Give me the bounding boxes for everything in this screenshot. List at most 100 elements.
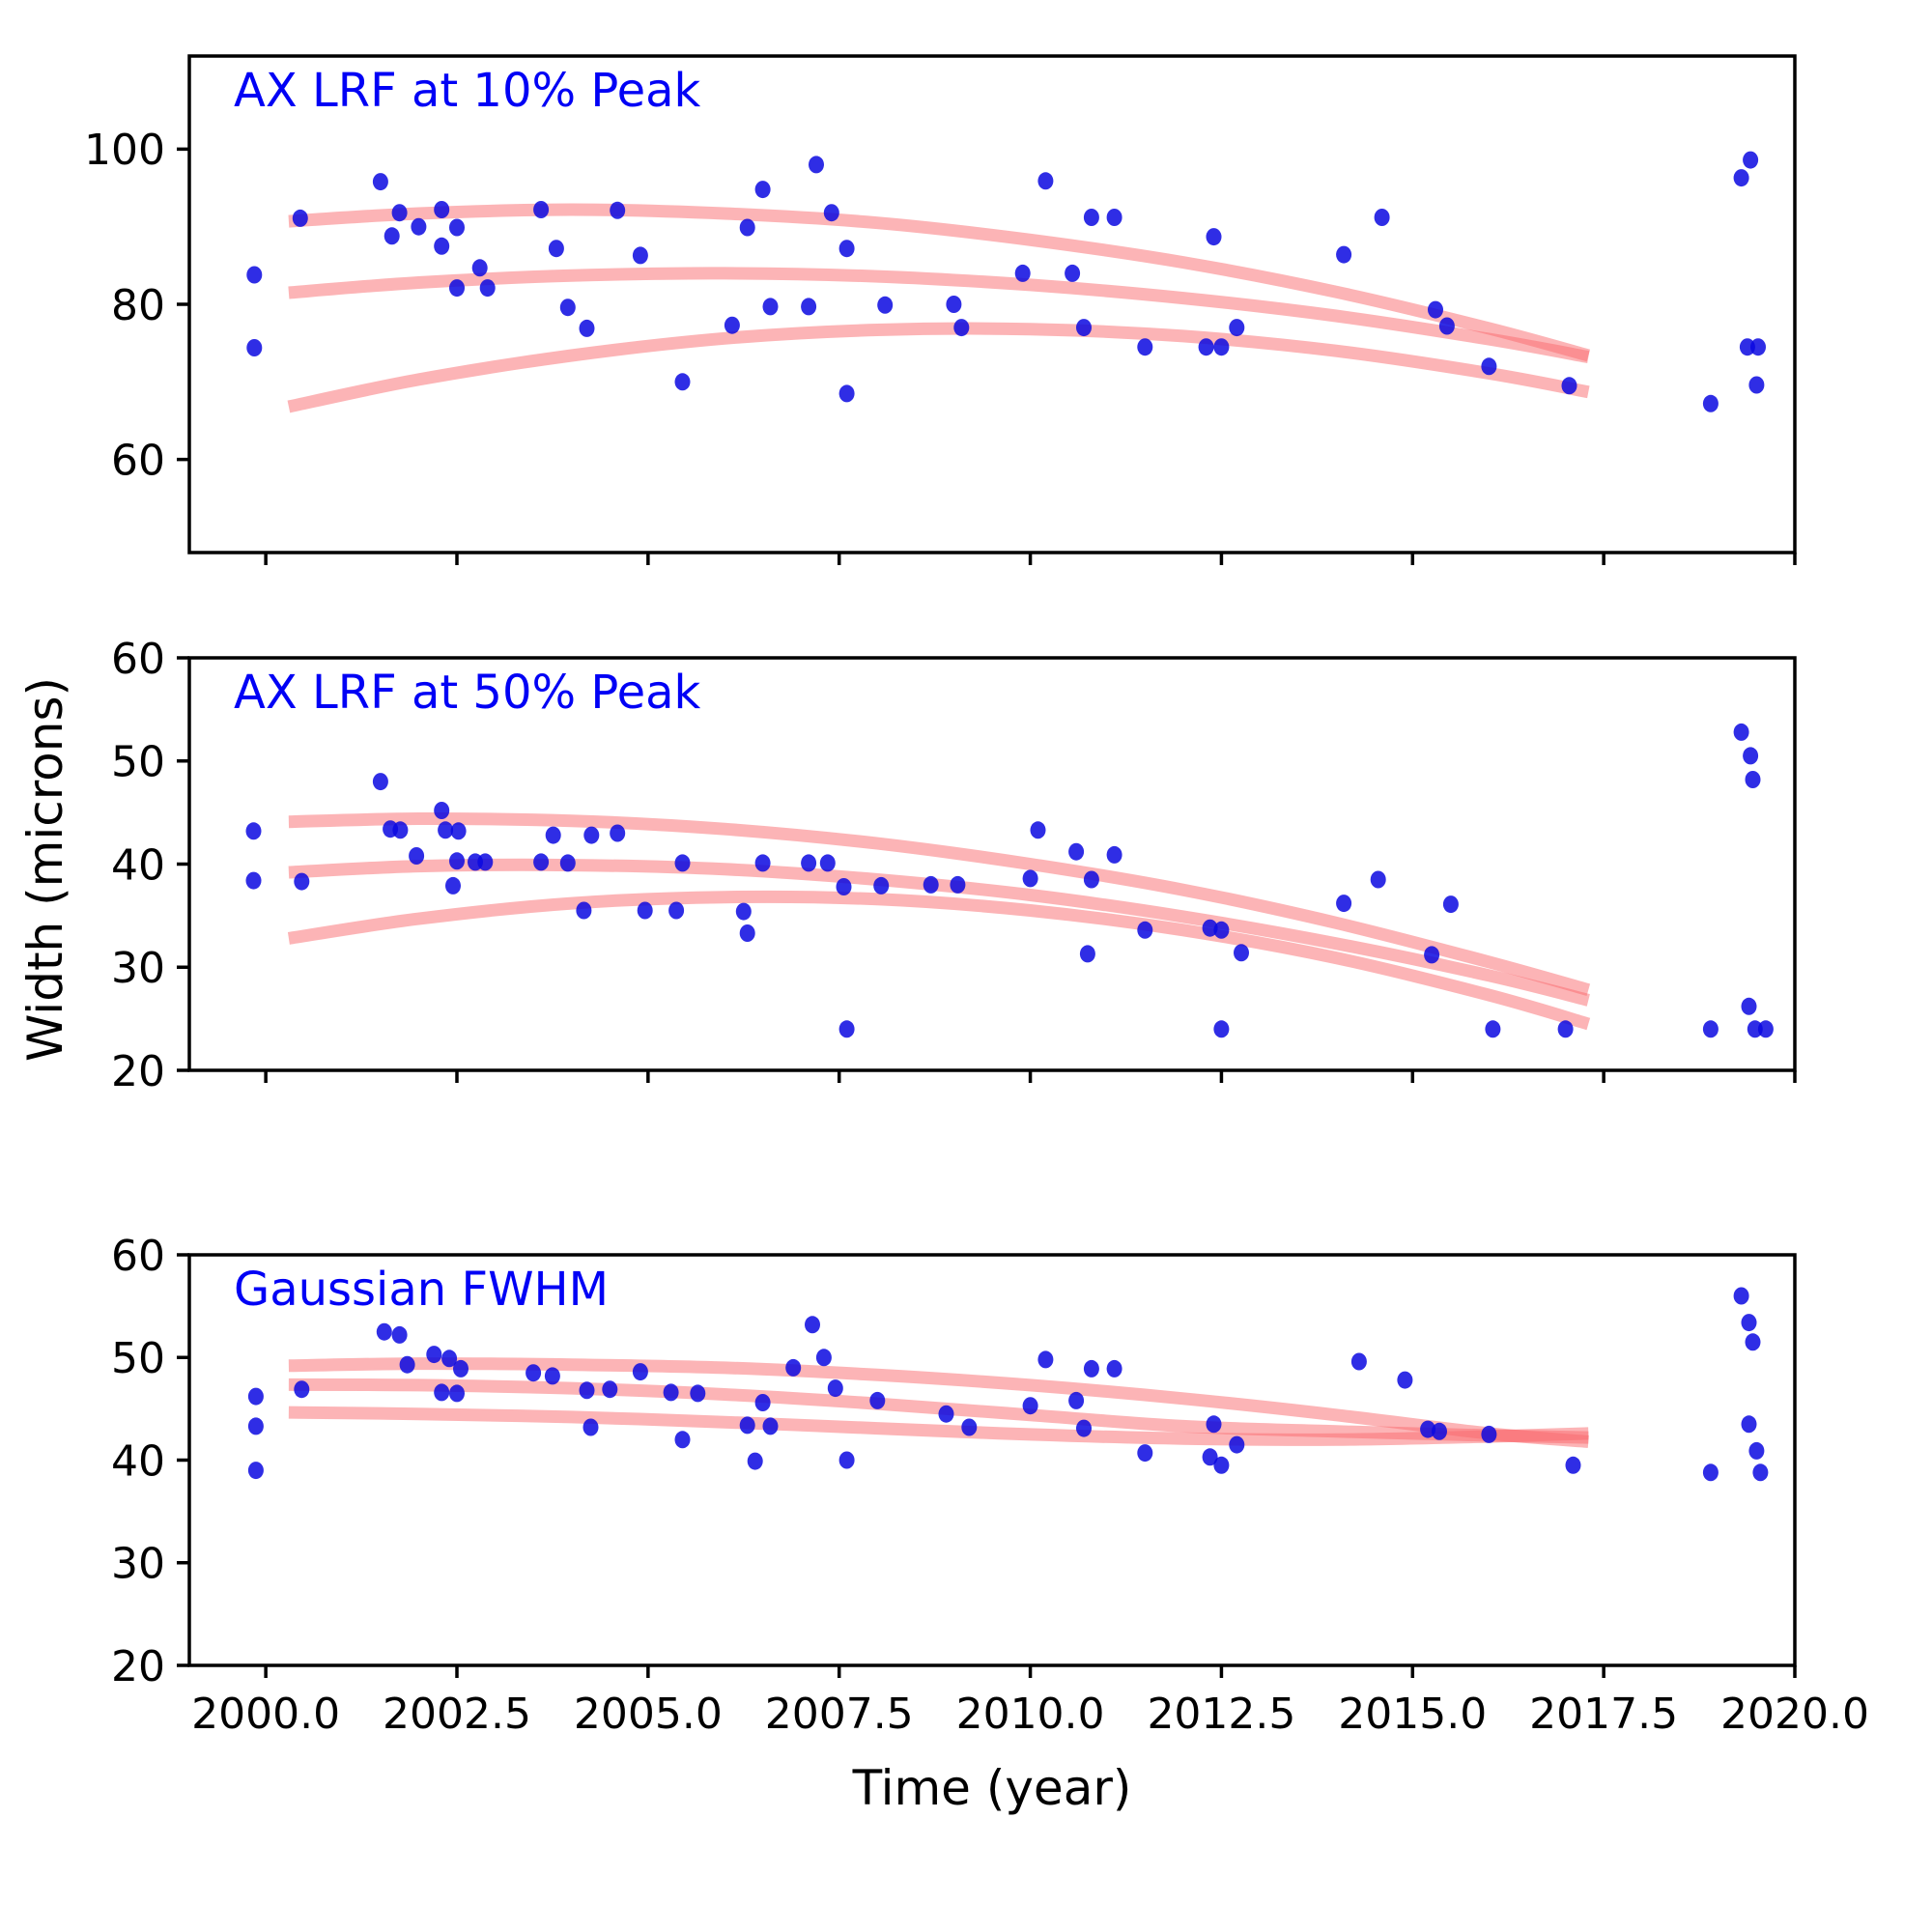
data-point [1206, 1415, 1222, 1434]
data-point [411, 217, 427, 236]
data-point [559, 854, 576, 872]
data-point [1481, 1425, 1497, 1443]
data-point [1336, 245, 1352, 264]
data-point [1079, 945, 1095, 963]
data-point [1438, 317, 1455, 335]
data-point [663, 1383, 679, 1402]
data-point [1037, 172, 1054, 190]
data-point [836, 878, 852, 895]
data-point [838, 1020, 855, 1038]
panel-title-ax-lrf-10-peak: AX LRF at 10% Peak [234, 64, 701, 118]
data-point [873, 876, 890, 895]
data-point [449, 852, 465, 870]
data-point [739, 924, 755, 942]
data-point [1702, 394, 1719, 412]
data-point [1428, 300, 1443, 319]
data-point [1442, 895, 1459, 914]
data-point [674, 1431, 691, 1449]
data-point [1748, 1441, 1765, 1460]
data-point [533, 201, 550, 218]
data-point [1198, 338, 1214, 356]
y-tick-label: 20 [111, 1642, 165, 1691]
data-point [1213, 1020, 1230, 1038]
x-tick-label: 2017.5 [1529, 1690, 1678, 1739]
data-point [1083, 870, 1099, 889]
data-point [610, 201, 626, 219]
data-point [1743, 151, 1759, 169]
data-point [533, 853, 550, 871]
data-point [579, 1381, 595, 1400]
data-point [1397, 1371, 1413, 1389]
panel-title-gaussian-fwhm: Gaussian FWHM [234, 1263, 610, 1317]
data-point [805, 1316, 820, 1334]
data-point [1213, 921, 1230, 939]
data-point [399, 1355, 415, 1374]
data-point [376, 1322, 392, 1341]
data-point [548, 240, 564, 258]
data-point [1213, 338, 1230, 356]
data-point [559, 298, 576, 317]
data-point [754, 854, 771, 872]
data-point [1750, 338, 1766, 356]
data-point [1206, 228, 1222, 246]
data-point [690, 1384, 706, 1403]
data-point [576, 901, 592, 920]
data-point [739, 1416, 755, 1435]
fit-curve-1 [288, 267, 1590, 363]
data-point [449, 218, 465, 237]
y-axis-label: Width (microns) [17, 676, 73, 1063]
data-point [1432, 1422, 1447, 1440]
data-point [1702, 1020, 1719, 1038]
data-point [602, 1380, 618, 1399]
data-point [1202, 919, 1218, 937]
y-tick-label: 60 [111, 1232, 165, 1281]
data-point [372, 773, 388, 791]
data-point [1083, 209, 1099, 226]
data-point [449, 1384, 465, 1403]
data-point [1076, 319, 1092, 337]
x-tick-label: 2000.0 [191, 1690, 340, 1739]
data-point [1743, 747, 1759, 765]
y-tick-label: 50 [111, 738, 165, 787]
y-tick-label: 30 [111, 1540, 165, 1589]
data-point [801, 298, 817, 316]
data-point [1068, 842, 1085, 861]
data-point [1702, 1463, 1719, 1482]
data-point [801, 854, 817, 872]
data-point [809, 156, 824, 174]
panel-2: 20 30 40 50 60 2000.0 2002.5 2005.0 2007.5 2010.0… [111, 1232, 1869, 1739]
data-point [1234, 944, 1249, 962]
data-point [582, 1418, 599, 1436]
data-point [434, 802, 450, 819]
x-tick-label: 2015.0 [1338, 1690, 1487, 1739]
data-point [391, 204, 408, 222]
data-point [610, 824, 626, 842]
data-point [1557, 1020, 1574, 1038]
data-point [1757, 1020, 1774, 1038]
data-point [1481, 357, 1497, 376]
data-point [1741, 1314, 1757, 1332]
data-point [1748, 376, 1765, 394]
data-point [294, 1380, 310, 1399]
data-point [1733, 169, 1749, 187]
data-point [1424, 946, 1440, 964]
data-point [1229, 1435, 1245, 1454]
data-point [762, 298, 779, 316]
data-point [739, 218, 755, 237]
data-point [674, 373, 691, 391]
x-tick-label: 2005.0 [574, 1690, 723, 1739]
fit-curve-0 [288, 203, 1591, 362]
x-tick-label: 2007.5 [765, 1690, 914, 1739]
data-point [1213, 1456, 1230, 1474]
data-point [938, 1405, 954, 1423]
data-point [923, 875, 939, 894]
data-point [819, 854, 836, 872]
data-point [1022, 869, 1038, 888]
panel-title-ax-lrf-50-peak: AX LRF at 50% Peak [234, 666, 701, 720]
data-point [869, 1391, 886, 1409]
y-tick-label: 50 [111, 1334, 165, 1383]
data-point [450, 822, 467, 840]
data-point [579, 319, 595, 337]
data-point [815, 1349, 832, 1367]
